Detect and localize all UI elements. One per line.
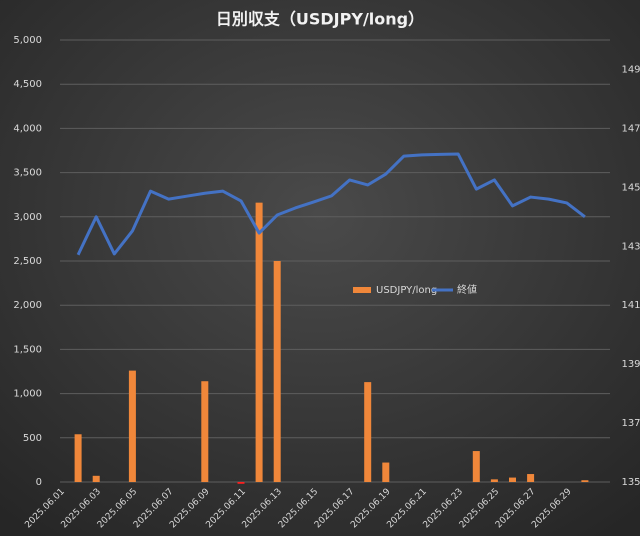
y-tick-label: 1,500 bbox=[13, 344, 42, 355]
chart-title: 日別収支（USDJPY/long） bbox=[216, 10, 424, 29]
y-tick-label: 5,000 bbox=[13, 35, 42, 46]
line bbox=[76, 152, 586, 256]
y2-tick-label: 147 bbox=[621, 123, 640, 134]
y-tick-label: 0 bbox=[36, 477, 42, 488]
bar bbox=[92, 475, 100, 482]
bar bbox=[472, 451, 480, 482]
legend-label: 終値 bbox=[457, 283, 477, 296]
bar bbox=[581, 480, 589, 482]
y-tick-label: 2,500 bbox=[13, 256, 42, 267]
y2-tick-label: 135 bbox=[621, 477, 640, 488]
y-tick-label: 3,500 bbox=[13, 168, 42, 179]
legend-swatch bbox=[353, 287, 371, 293]
bar bbox=[273, 261, 281, 482]
y2-tick-label: 141 bbox=[621, 300, 640, 311]
y-tick-label: 3,000 bbox=[13, 212, 42, 223]
bar bbox=[255, 202, 263, 482]
legend-label: USDJPY/long bbox=[376, 285, 437, 296]
y-tick-label: 500 bbox=[23, 433, 42, 444]
bar bbox=[201, 381, 209, 482]
y-tick-label: 4,500 bbox=[13, 79, 42, 90]
bar bbox=[527, 474, 535, 482]
bar bbox=[382, 462, 390, 482]
y-tick-label: 2,000 bbox=[13, 300, 42, 311]
bar bbox=[490, 479, 498, 482]
y2-tick-label: 143 bbox=[621, 241, 640, 252]
bar bbox=[364, 382, 372, 482]
y-tick-label: 1,000 bbox=[13, 389, 42, 400]
y2-tick-label: 149 bbox=[621, 64, 640, 75]
y2-tick-label: 139 bbox=[621, 359, 640, 370]
y2-tick-label: 145 bbox=[621, 182, 640, 193]
bar bbox=[128, 370, 136, 482]
y2-tick-label: 137 bbox=[621, 418, 640, 429]
y-tick-label: 4,000 bbox=[13, 123, 42, 134]
bar bbox=[74, 434, 82, 482]
bar bbox=[509, 477, 516, 482]
bar bbox=[237, 482, 245, 484]
